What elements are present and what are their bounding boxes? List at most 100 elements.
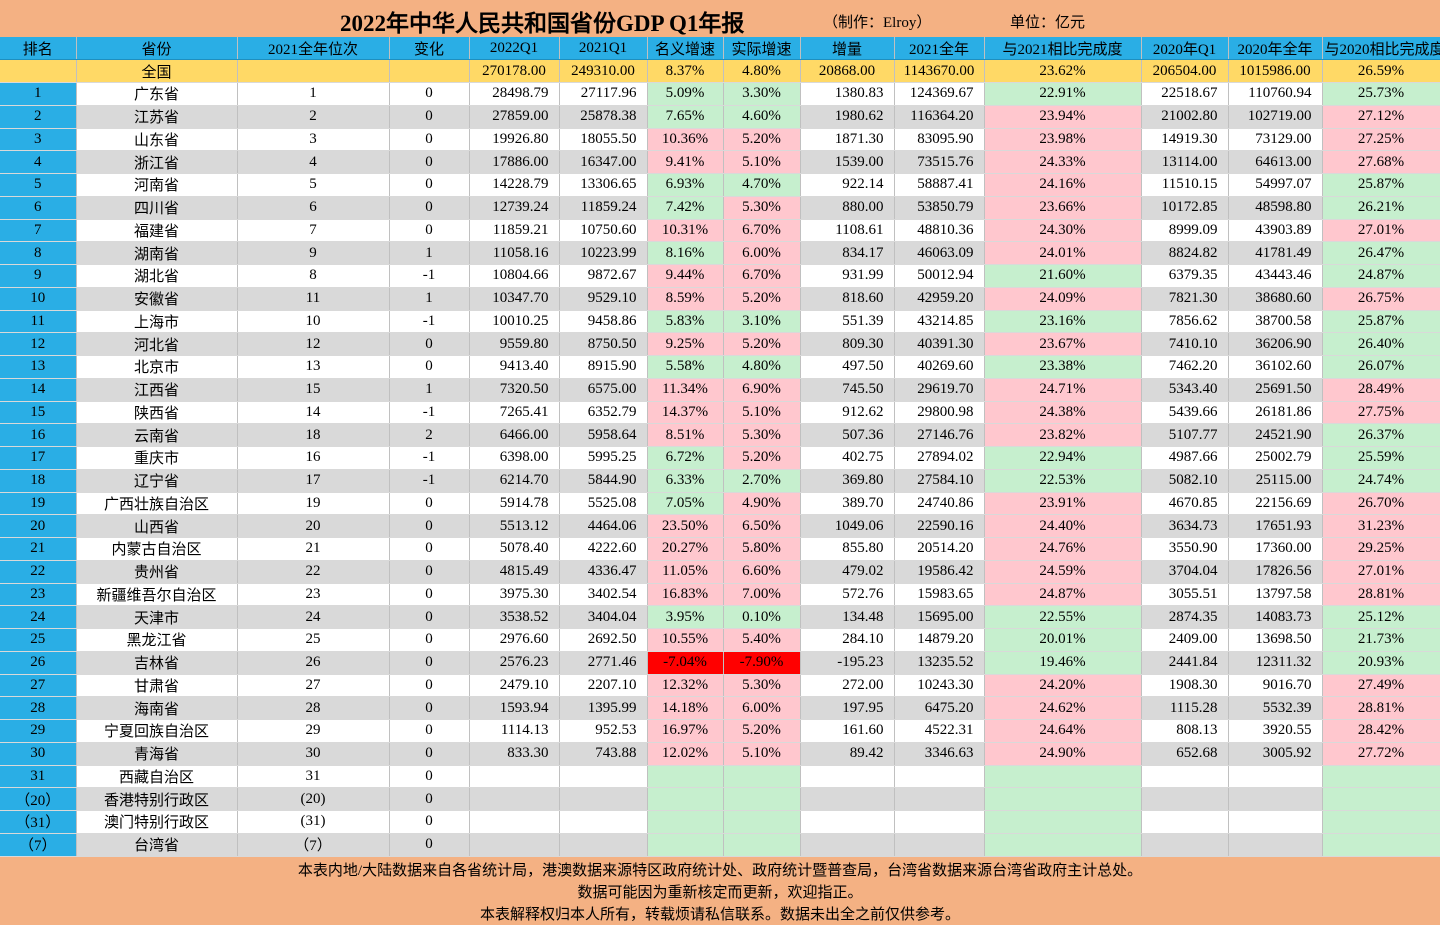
cell-实际增速 [723, 833, 801, 857]
cell-2022Q1: 9559.80 [469, 332, 560, 356]
cell-2021全年: 10243.30 [894, 674, 985, 698]
cell-增量: 922.14 [800, 173, 895, 197]
cell-2020年全年 [1228, 787, 1323, 811]
cell-省份: 湖南省 [76, 241, 238, 265]
cell-2020年Q1: 3634.73 [1141, 514, 1229, 538]
table-row: 16 云南省 18 2 6466.00 5958.64 8.51% 5.30% 507.36 27… [0, 423, 1440, 447]
cell-名义增速: 12.02% [647, 742, 724, 766]
cell-与2020相比完成度 [1322, 810, 1440, 834]
cell-2021Q1: 5844.90 [559, 469, 648, 493]
cell-2021Q1: 2021Q1 [559, 37, 648, 61]
cell-2020年全年: 73129.00 [1228, 128, 1323, 152]
cell-2021Q1: 5995.25 [559, 446, 648, 470]
cell-2021Q1: 2771.46 [559, 651, 648, 675]
cell-2020年全年: 43443.46 [1228, 264, 1323, 288]
cell-2021全年: 15695.00 [894, 605, 985, 629]
cell-排名: 23 [0, 583, 77, 607]
cell-名义增速: 10.31% [647, 219, 724, 243]
cell-实际增速: 5.10% [723, 742, 801, 766]
cell-变化: -1 [389, 401, 470, 425]
cell-增量: 1108.61 [800, 219, 895, 243]
cell-2020年Q1: 1115.28 [1141, 696, 1229, 720]
cell-2020年全年: 64613.00 [1228, 150, 1323, 174]
cell-2021全年: 43214.85 [894, 310, 985, 334]
cell-2022Q1: 5078.40 [469, 537, 560, 561]
cell-增量: 912.62 [800, 401, 895, 425]
cell-变化 [389, 59, 470, 83]
cell-2021Q1: 25878.38 [559, 105, 648, 129]
cell-名义增速: 9.41% [647, 150, 724, 174]
cell-名义增速: 11.34% [647, 378, 724, 402]
cell-变化: 0 [389, 833, 470, 857]
cell-排名: 排名 [0, 37, 77, 61]
cell-与2021相比完成度: 24.20% [984, 674, 1142, 698]
cell-与2021相比完成度: 22.94% [984, 446, 1142, 470]
cell-名义增速: 7.65% [647, 105, 724, 129]
cell-2021Q1: 2692.50 [559, 628, 648, 652]
cell-2021全年: 6475.20 [894, 696, 985, 720]
cell-增量: 497.50 [800, 355, 895, 379]
cell-实际增速: 4.70% [723, 173, 801, 197]
cell-名义增速: 3.95% [647, 605, 724, 629]
cell-排名: 11 [0, 310, 77, 334]
cell-增量: 931.99 [800, 264, 895, 288]
cell-与2020相比完成度: 26.21% [1322, 196, 1440, 220]
cell-排名: （31） [0, 810, 77, 834]
cell-2021全年: 29800.98 [894, 401, 985, 425]
cell-与2021相比完成度 [984, 787, 1142, 811]
cell-2022Q1: 17886.00 [469, 150, 560, 174]
cell-实际增速: 5.20% [723, 719, 801, 743]
cell-2022Q1: 11058.16 [469, 241, 560, 265]
cell-名义增速: 7.05% [647, 492, 724, 516]
cell-省份: 江西省 [76, 378, 238, 402]
cell-排名: 13 [0, 355, 77, 379]
cell-变化: -1 [389, 446, 470, 470]
cell-2020年全年: 17651.93 [1228, 514, 1323, 538]
cell-省份: 吉林省 [76, 651, 238, 675]
table-row: 30 青海省 30 0 833.30 743.88 12.02% 5.10% 89.42 3346… [0, 742, 1440, 766]
cell-省份: 北京市 [76, 355, 238, 379]
cell-2021Q1: 8915.90 [559, 355, 648, 379]
cell-省份: 安徽省 [76, 287, 238, 311]
cell-变化: 0 [389, 537, 470, 561]
cell-与2020相比完成度: 26.59% [1322, 59, 1440, 83]
cell-2020年全年: 38700.58 [1228, 310, 1323, 334]
cell-2021Q1: 5525.08 [559, 492, 648, 516]
cell-2022Q1: 28498.79 [469, 82, 560, 106]
cell-增量: 134.48 [800, 605, 895, 629]
cell-2021全年位次: 18 [237, 423, 390, 447]
table-row: （7） 台湾省 （7） 0 [0, 833, 1440, 857]
cell-2021全年位次: 3 [237, 128, 390, 152]
cell-增量: 1049.06 [800, 514, 895, 538]
cell-与2020相比完成度: 与2020相比完成度 [1322, 37, 1440, 61]
table-row: 23 新疆维吾尔自治区 23 0 3975.30 3402.54 16.83% 7.00% 57… [0, 583, 1440, 607]
cell-变化: 0 [389, 105, 470, 129]
cell-与2021相比完成度: 20.01% [984, 628, 1142, 652]
cell-名义增速: 5.09% [647, 82, 724, 106]
cell-2021Q1: 3402.54 [559, 583, 648, 607]
cell-2020年Q1: 4987.66 [1141, 446, 1229, 470]
cell-2022Q1: 833.30 [469, 742, 560, 766]
cell-2021全年位次: 15 [237, 378, 390, 402]
cell-2021Q1: 5958.64 [559, 423, 648, 447]
cell-2021全年位次: 11 [237, 287, 390, 311]
cell-2020年全年: 26181.86 [1228, 401, 1323, 425]
cell-2022Q1: 3538.52 [469, 605, 560, 629]
cell-2020年全年 [1228, 833, 1323, 857]
cell-2021Q1: 27117.96 [559, 82, 648, 106]
cell-2021全年: 13235.52 [894, 651, 985, 675]
cell-省份: 浙江省 [76, 150, 238, 174]
cell-与2021相比完成度: 24.87% [984, 583, 1142, 607]
cell-2020年Q1: 3055.51 [1141, 583, 1229, 607]
cell-增量: 369.80 [800, 469, 895, 493]
cell-2020年全年: 14083.73 [1228, 605, 1323, 629]
table-row: （20） 香港特别行政区 (20) 0 [0, 787, 1440, 811]
cell-2022Q1: 5914.78 [469, 492, 560, 516]
cell-2021Q1: 11859.24 [559, 196, 648, 220]
table-row: 4 浙江省 4 0 17886.00 16347.00 9.41% 5.10% 1539.00 7… [0, 150, 1440, 174]
cell-与2020相比完成度: 26.37% [1322, 423, 1440, 447]
cell-2020年Q1: 8999.09 [1141, 219, 1229, 243]
cell-2021全年位次: 16 [237, 446, 390, 470]
cell-名义增速: 20.27% [647, 537, 724, 561]
cell-省份: 贵州省 [76, 560, 238, 584]
